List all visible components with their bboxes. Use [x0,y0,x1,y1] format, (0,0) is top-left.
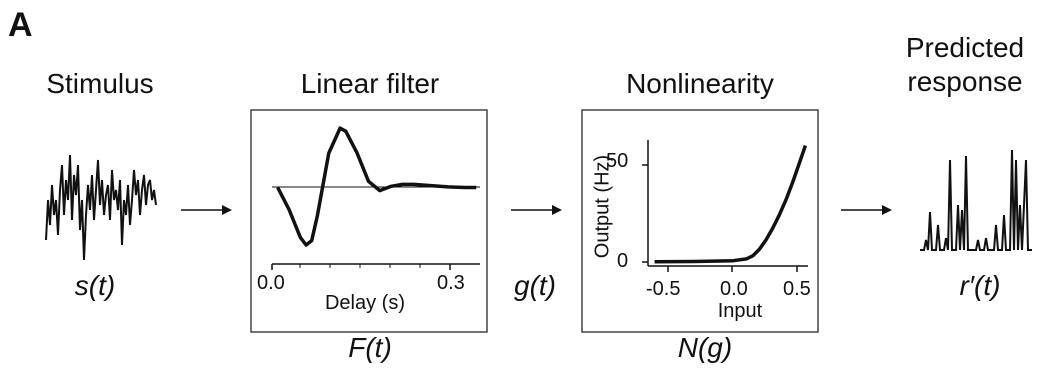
linear-filter-title: Linear filter [300,68,440,99]
stimulus-title: Stimulus [46,68,154,99]
nonlinearity-symbol: N(g) [677,332,733,363]
filter-x-label: Delay (s) [324,292,405,314]
nl-y-tick-0: 0 [617,250,629,272]
filtered-signal-symbol: g(t) [514,270,556,301]
nl-x-tick-2: 0.5 [783,278,811,300]
filter-curve [276,126,477,247]
arrow-nonlinearity-to-response [841,205,892,215]
arrow-stimulus-to-filter [181,205,232,215]
filter-symbol: F(t) [348,332,392,363]
predicted-response-title-line2: response [907,66,1023,97]
nonlinearity-curve [654,145,808,264]
stimulus-symbol: s(t) [74,270,116,301]
nonlinearity-panel-box [581,109,819,333]
filter-x-tick-0: 0.0 [257,272,285,294]
nonlinearity-title: Nonlinearity [626,68,774,99]
filter-x-tick-1: 0.3 [437,272,465,294]
nl-y-tick-1: 50 [606,150,629,172]
nl-x-tick-0: -0.5 [646,278,681,300]
predicted-response-title-line1: Predicted [905,32,1025,63]
panel-label: A [8,6,33,44]
nl-x-label: Input [717,300,763,322]
arrow-filter-to-nonlinearity [511,205,562,215]
nl-x-tick-1: 0.0 [720,278,748,300]
filter-panel-box [250,109,488,333]
response-trace [920,149,1032,251]
response-symbol: r′(t) [959,270,1001,301]
stimulus-trace [45,154,157,261]
